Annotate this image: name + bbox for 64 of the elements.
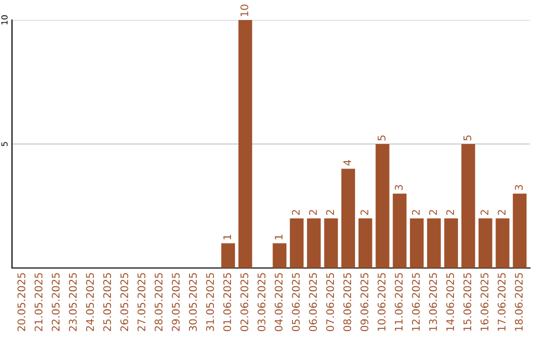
x-tick-label: 25.05.2025 [103, 273, 112, 332]
x-tick-label: 20.05.2025 [17, 273, 26, 332]
x-tick-label: 11.06.2025 [394, 273, 403, 331]
data-label: 2 [412, 210, 420, 215]
x-tick-label: 01.06.2025 [223, 273, 232, 332]
bar [461, 144, 476, 268]
bar [427, 218, 441, 268]
x-tick-label: 08.06.2025 [343, 273, 352, 332]
x-tick-label: 29.05.2025 [172, 273, 180, 332]
bar [376, 144, 390, 268]
bar [444, 218, 458, 268]
data-label: 2 [309, 210, 317, 215]
x-tick-label: 05.06.2025 [292, 273, 300, 332]
x-tick-label: 28.05.2025 [154, 273, 163, 332]
data-label: 1 [274, 234, 282, 240]
bar [324, 218, 338, 268]
x-tick-label: 15.06.2025 [463, 273, 472, 331]
x-tick-label: 31.05.2025 [206, 273, 214, 332]
data-label: 3 [514, 185, 523, 190]
bar [272, 243, 286, 268]
data-label: 2 [498, 210, 506, 215]
bar [496, 218, 510, 268]
bar [290, 218, 304, 268]
data-label: 10 [240, 4, 248, 16]
x-tick-label: 17.06.2025 [498, 273, 506, 331]
data-label: 2 [446, 210, 454, 215]
x-tick-label: 22.05.2025 [52, 273, 60, 332]
bar [392, 194, 407, 268]
x-tick-label: 12.06.2025 [412, 273, 420, 331]
bar [238, 20, 252, 268]
data-label: 2 [292, 210, 300, 215]
data-label: 2 [429, 210, 437, 215]
data-label: 2 [360, 210, 368, 215]
data-label: 1 [223, 234, 231, 240]
x-tick-label: 04.06.2025 [274, 273, 283, 332]
bar [307, 218, 321, 268]
x-tick-label: 24.05.2025 [86, 273, 94, 332]
bar [410, 218, 424, 268]
x-tick-label: 27.05.2025 [138, 273, 146, 332]
data-label: 4 [343, 160, 352, 166]
x-tick-label: 06.06.2025 [309, 273, 317, 332]
x-tick-label: 16.06.2025 [480, 273, 488, 331]
x-tick-label: 30.05.2025 [188, 273, 197, 332]
x-tick-label: 18.06.2025 [514, 273, 523, 331]
x-tick-label: 21.05.2025 [34, 273, 42, 332]
bar [221, 243, 235, 268]
x-tick-label: 26.05.2025 [120, 273, 128, 332]
bar [341, 168, 356, 268]
data-label: 2 [480, 210, 488, 215]
bar [358, 218, 372, 268]
bar [478, 218, 492, 268]
data-label: 2 [326, 210, 334, 215]
x-tick-label: 02.06.2025 [240, 273, 248, 332]
x-tick-label: 13.06.2025 [429, 273, 437, 331]
x-tick-label: 14.06.2025 [446, 273, 454, 331]
x-tick-label: 09.06.2025 [360, 273, 368, 332]
data-label: 5 [378, 136, 386, 140]
x-tick-label: 07.06.2025 [326, 273, 334, 332]
x-tick-label: 03.06.2025 [258, 273, 266, 332]
data-label: 3 [394, 185, 403, 190]
data-label: 5 [464, 136, 472, 140]
x-tick-label: 23.05.2025 [68, 273, 77, 332]
x-tick-label: 10.06.2025 [378, 273, 386, 331]
bar [512, 194, 527, 268]
